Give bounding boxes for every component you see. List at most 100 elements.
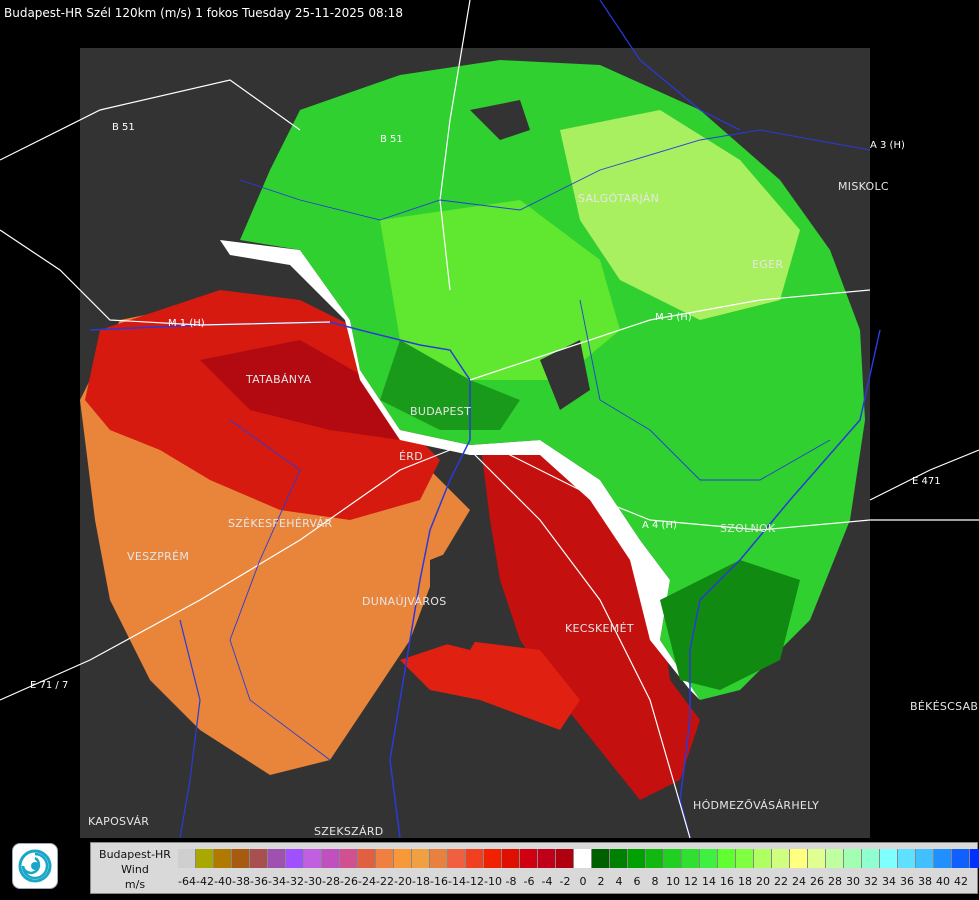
legend-swatch (646, 849, 664, 868)
legend-tick-label: -26 (340, 875, 358, 888)
legend-swatch (880, 849, 898, 868)
legend-tick-label: 32 (864, 875, 878, 888)
road-b51-left (0, 79, 301, 161)
legend-tick-label: -38 (232, 875, 250, 888)
legend-swatch (970, 849, 979, 868)
road-label-b51-top: B 51 (380, 134, 403, 145)
legend-tick-label: -4 (541, 875, 553, 888)
legend-swatch (268, 849, 286, 868)
place-bekescsaba: BÉKÉSCSAB (910, 700, 979, 713)
legend-swatch (772, 849, 790, 868)
legend-tick-label: 38 (918, 875, 932, 888)
echo-red-streak (400, 640, 580, 730)
legend-swatch (736, 849, 754, 868)
legend-swatch (376, 849, 394, 868)
legend-tick-label: -28 (322, 875, 340, 888)
legend-tick-label: -6 (523, 875, 535, 888)
no-echo-hole-3 (430, 540, 500, 650)
legend-swatch (412, 849, 430, 868)
legend-tick-label: -22 (376, 875, 394, 888)
legend-swatch (448, 849, 466, 868)
legend-swatch (700, 849, 718, 868)
legend-swatch (934, 849, 952, 868)
legend-tick-label: -34 (268, 875, 286, 888)
legend-swatch (844, 849, 862, 868)
omsz-logo-icon (12, 843, 58, 889)
county-border-2 (229, 419, 331, 761)
county-border-1 (239, 129, 871, 221)
legend-swatch (520, 849, 538, 868)
place-miskolc: MISKOLC (838, 180, 889, 193)
legend-tick-label: -2 (559, 875, 571, 888)
road-m3 (469, 289, 871, 381)
place-tatabanya: TATABÁNYA (246, 373, 312, 386)
legend-swatch (718, 849, 736, 868)
legend-tick-label: 24 (792, 875, 806, 888)
legend-tick-label: -12 (466, 875, 484, 888)
legend-swatch (808, 849, 826, 868)
legend-tick-label: 22 (774, 875, 788, 888)
legend-swatch (664, 849, 682, 868)
legend-swatch (628, 849, 646, 868)
legend-swatch (430, 849, 448, 868)
legend-tick-label: 20 (756, 875, 770, 888)
place-szolnok: SZOLNOK (720, 522, 776, 535)
legend-tick-label: -8 (505, 875, 517, 888)
legend-swatch (214, 849, 232, 868)
legend-tick-label: 4 (615, 875, 623, 888)
legend-swatch (898, 849, 916, 868)
legend-swatch (358, 849, 376, 868)
road-a4 (499, 449, 979, 531)
road-label-m1: M 1 (H) (168, 318, 205, 329)
road-label-b51-left: B 51 (112, 122, 135, 133)
legend-tick-label: -64 (178, 875, 196, 888)
legend-tick-label: 36 (900, 875, 914, 888)
legend-tick-label: 42 (954, 875, 968, 888)
road-label-e71: E 71 / 7 (30, 680, 69, 691)
road-b51 (439, 0, 471, 291)
legend-swatch (790, 849, 808, 868)
legend-tick-label: -40 (214, 875, 232, 888)
legend-swatch (340, 849, 358, 868)
river-sio (179, 619, 201, 839)
place-veszprem: VESZPRÉM (127, 550, 190, 563)
legend-tick-label: -24 (358, 875, 376, 888)
legend-tick-label: 14 (702, 875, 716, 888)
place-budapest: BUDAPEST (410, 405, 472, 418)
legend-ticks: -64 -42 -40 -38 -36 -34 -32 -30 -28 -26 -24 -22 -20-… (178, 875, 970, 891)
legend-station: Budapest-HR (99, 848, 171, 861)
road-e471 (869, 449, 979, 501)
road-label-e471: E 471 (912, 476, 941, 487)
river-n (599, 0, 741, 131)
legend-swatch (196, 849, 214, 868)
legend-unit: m/s (124, 878, 146, 891)
echo-darkgreen-c (380, 340, 520, 430)
legend-tick-label: 40 (936, 875, 950, 888)
no-echo-hole-1 (470, 100, 530, 140)
legend-tick-label: 34 (882, 875, 896, 888)
legend-tick-label: -14 (448, 875, 466, 888)
legend-swatch (250, 849, 268, 868)
road-m5 (469, 449, 691, 839)
place-kecskemet: KECSKEMÉT (565, 622, 634, 635)
road-label-a3: A 3 (H) (870, 140, 905, 151)
legend-tick-label: -10 (484, 875, 502, 888)
place-szekesfehervar: SZÉKESFEHÉRVÁR (228, 517, 333, 530)
place-dunaujvaros: DUNAÚJVÁROS (362, 595, 447, 608)
place-kaposvar: KAPOSVÁR (88, 815, 150, 828)
legend-tick-label: 0 (579, 875, 587, 888)
county-border-3 (579, 299, 831, 481)
echo-darkgreen-s (660, 560, 800, 690)
legend-swatch (610, 849, 628, 868)
legend-swatch (322, 849, 340, 868)
legend-tick-label: 30 (846, 875, 860, 888)
legend-tick-label: -18 (412, 875, 430, 888)
legend-swatch (232, 849, 250, 868)
tisza-river (679, 329, 881, 839)
legend-tick-label: 16 (720, 875, 734, 888)
place-eger: EGER (752, 258, 784, 271)
legend-tick-label: -20 (394, 875, 412, 888)
legend-tick-label: -32 (286, 875, 304, 888)
legend-swatch (916, 849, 934, 868)
